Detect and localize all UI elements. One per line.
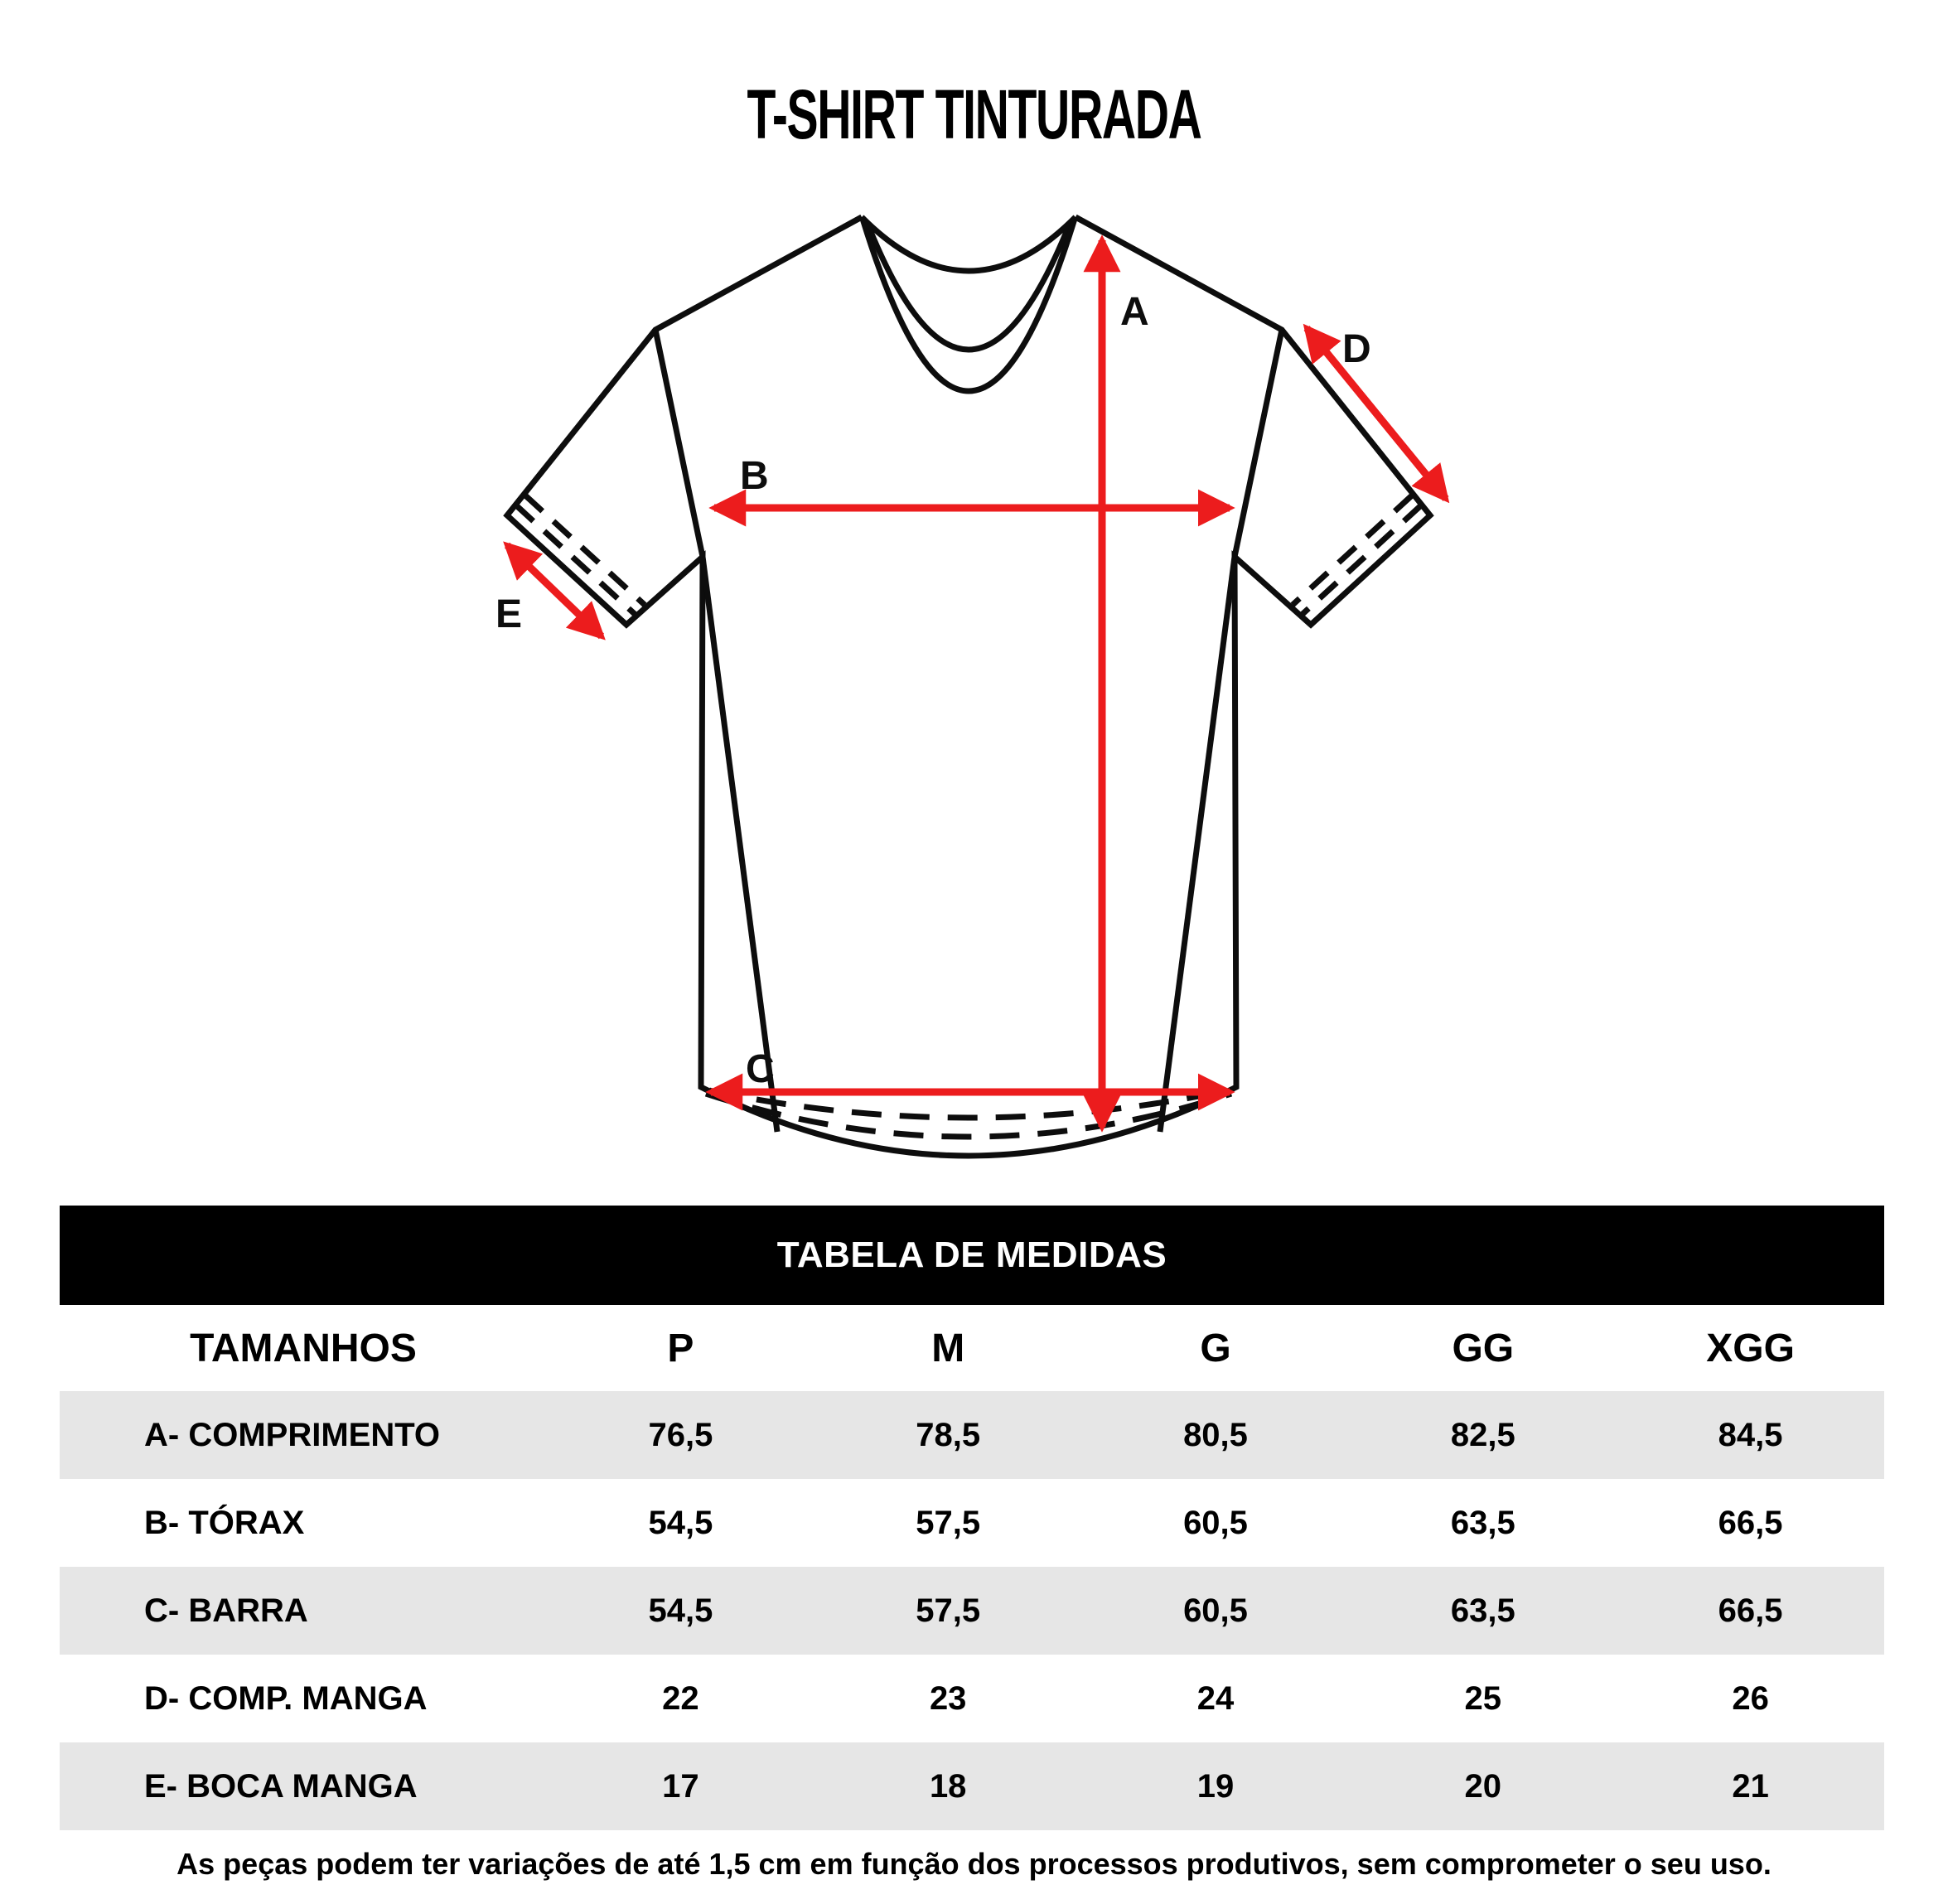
cuff-stitch-right-outer [1299,503,1424,617]
col-header-xgg: XGG [1706,1326,1795,1370]
table-row-comprimento: A- COMPRIMENTO 76,5 78,5 80,5 82,5 84,5 [60,1391,1884,1479]
cell-value: 57,5 [916,1504,981,1541]
tshirt-drawing [503,214,1434,1159]
measure-label-a: A [1120,290,1149,334]
cell-value: 66,5 [1718,1592,1783,1629]
measure-label-c: C [746,1047,775,1091]
cell-value: 82,5 [1450,1416,1515,1453]
armhole-seam-left [652,329,706,558]
row-label: D- COMP. MANGA [144,1679,428,1717]
armhole-seam-right [1231,329,1285,558]
cell-value: 23 [929,1679,967,1717]
cell-value: 76,5 [648,1416,713,1453]
cell-value: 18 [929,1767,967,1805]
cell-value: 80,5 [1183,1416,1248,1453]
measurement-arrows [503,234,1450,1133]
cell-value: 26 [1732,1679,1769,1717]
table-row-boca-manga: E- BOCA MANGA 17 18 19 20 21 [60,1742,1884,1830]
row-label: A- COMPRIMENTO [144,1416,441,1453]
size-table: TABELA DE MEDIDAS TAMANHOS P M G GG XGG … [60,1206,1884,1830]
cell-value: 63,5 [1450,1504,1515,1541]
col-header-p: P [667,1326,694,1370]
measure-label-b: B [740,454,769,498]
side-seam-left [699,556,781,1133]
col-header-m: M [931,1326,965,1370]
cell-value: 19 [1196,1767,1235,1805]
tshirt-outline [503,214,1434,1159]
row-label: E- BOCA MANGA [144,1767,418,1805]
measure-label-d: D [1342,327,1371,371]
cell-value: 20 [1464,1767,1502,1805]
cuff-stitch-left-outer [514,503,638,617]
cell-value: 24 [1196,1679,1235,1717]
page-title: T-SHIRT TINTURADA [747,75,1201,153]
hem-stitch-outer [704,1090,1233,1140]
collar-outer-arc [859,217,1078,394]
arrow-e-sleeve-opening [503,541,606,640]
table-title: TABELA DE MEDIDAS [776,1235,1167,1275]
table-row-comp-manga: D- COMP. MANGA 22 23 24 25 26 [60,1655,1884,1742]
cuff-stitch-right-inner [1290,493,1414,607]
cell-value: 54,5 [648,1592,713,1629]
cell-value: 63,5 [1450,1592,1515,1629]
cell-value: 25 [1464,1679,1502,1717]
table-row-barra: C- BARRA 54,5 57,5 60,5 63,5 66,5 [60,1567,1884,1655]
cell-value: 60,5 [1183,1504,1248,1541]
cell-value: 84,5 [1718,1416,1783,1453]
collar-seam-arc [864,222,1073,353]
row-label: B- TÓRAX [144,1504,305,1541]
arrow-d-sleeve-length [1303,323,1450,504]
side-seam-right [1157,556,1238,1133]
cell-value: 78,5 [916,1416,981,1453]
table-header-row: TAMANHOS P M G GG XGG [60,1305,1884,1391]
cell-value: 60,5 [1183,1592,1248,1629]
measurement-labels: A B C D E [495,290,1371,1091]
cell-value: 17 [662,1767,699,1805]
col-header-tamanhos: TAMANHOS [190,1326,417,1370]
table-title-bar: TABELA DE MEDIDAS [60,1206,1884,1305]
cell-value: 66,5 [1718,1504,1783,1541]
cell-value: 54,5 [648,1504,713,1541]
col-header-gg: GG [1452,1326,1515,1370]
table-row-torax: B- TÓRAX 54,5 57,5 60,5 63,5 66,5 [60,1479,1884,1567]
measure-label-e: E [495,592,522,636]
cell-value: 21 [1732,1767,1769,1805]
collar-back-arc [859,215,1078,274]
col-header-g: G [1200,1326,1231,1370]
cell-value: 22 [662,1679,699,1717]
footer-note: As peças podem ter variações de até 1,5 … [176,1847,1772,1881]
row-label: C- BARRA [144,1592,308,1629]
cell-value: 57,5 [916,1592,981,1629]
tshirt-measurement-diagram: A B C D E [495,214,1450,1159]
